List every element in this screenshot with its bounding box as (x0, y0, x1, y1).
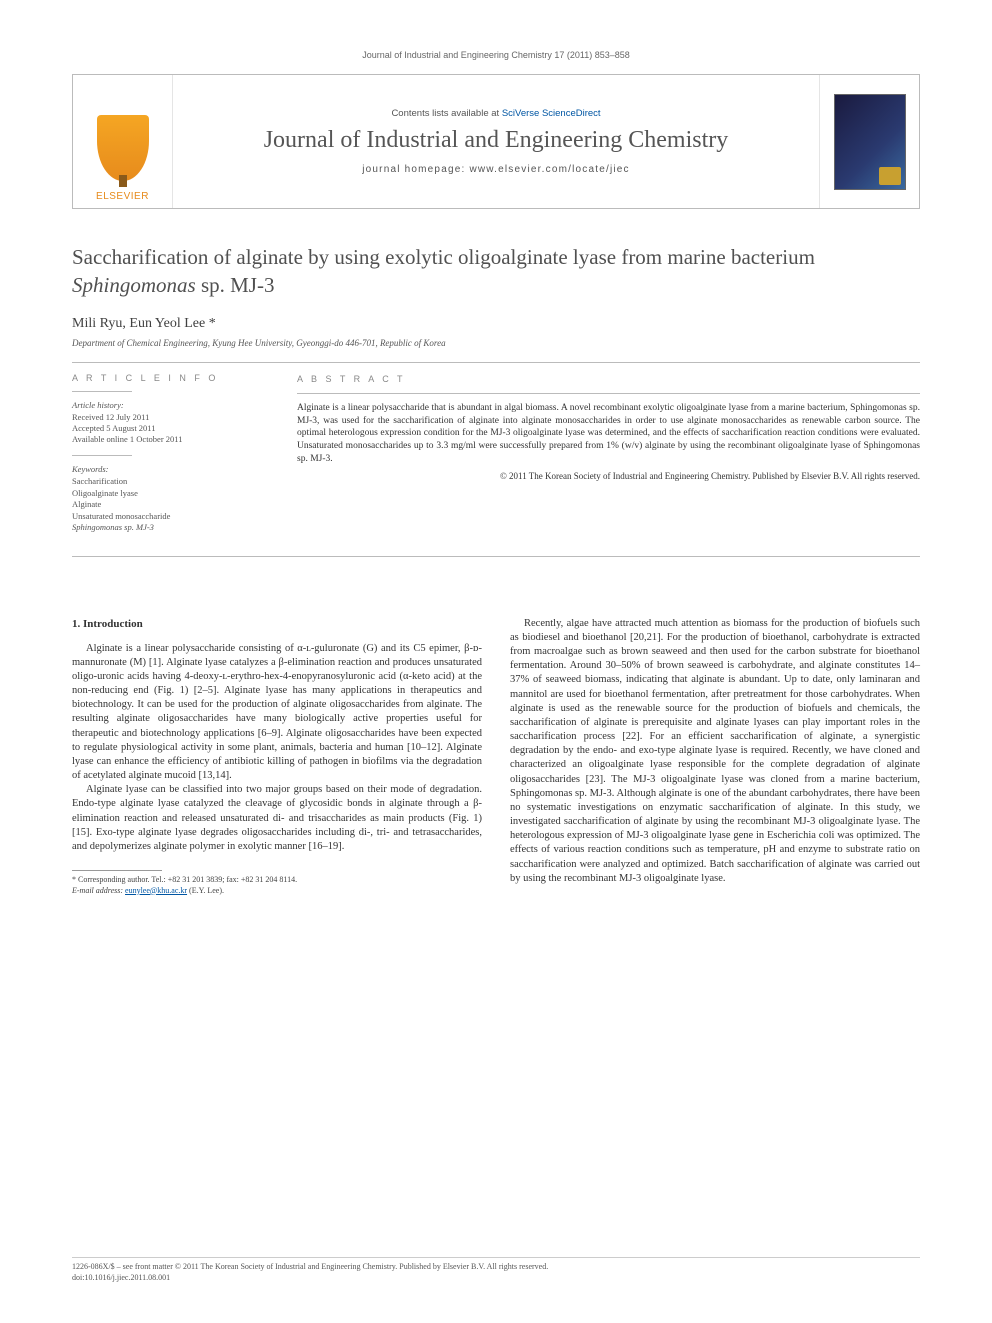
title-part1: Saccharification of alginate by using ex… (72, 245, 815, 269)
title-part2: sp. MJ-3 (196, 273, 275, 297)
short-divider (72, 391, 132, 392)
masthead: ELSEVIER Contents lists available at Sci… (72, 74, 920, 209)
keyword: Alginate (72, 499, 267, 510)
corr-email-line: E-mail address: eunylee@khu.ac.kr (E.Y. … (72, 886, 482, 896)
contents-prefix: Contents lists available at (391, 108, 501, 119)
paragraph: Alginate lyase can be classified into tw… (72, 783, 482, 854)
divider (297, 393, 920, 394)
article-info-head: A R T I C L E I N F O (72, 373, 267, 383)
keyword: Oligoalginate lyase (72, 488, 267, 499)
paragraph: Alginate is a linear polysaccharide cons… (72, 642, 482, 784)
footnote-separator (72, 870, 162, 871)
author-list: Mili Ryu, Eun Yeol Lee * (72, 316, 920, 332)
keywords-label: Keywords: (72, 464, 267, 475)
footer-doi: doi:10.1016/j.jiec.2011.08.001 (72, 1273, 920, 1283)
paragraph: Recently, algae have attracted much atte… (510, 617, 920, 886)
publisher-name: ELSEVIER (96, 191, 149, 202)
masthead-center: Contents lists available at SciVerse Sci… (173, 75, 819, 208)
sciencedirect-link[interactable]: SciVerse ScienceDirect (502, 108, 601, 119)
abstract-copyright: © 2011 The Korean Society of Industrial … (297, 470, 920, 482)
abstract-column: A B S T R A C T Alginate is a linear pol… (297, 373, 920, 544)
email-label: E-mail address: (72, 886, 123, 895)
elsevier-tree-icon (97, 115, 149, 181)
body-two-column: 1. Introduction Alginate is a linear pol… (72, 617, 920, 896)
article-title: Saccharification of alginate by using ex… (72, 243, 920, 300)
abstract-head: A B S T R A C T (297, 373, 920, 385)
online-date: Available online 1 October 2011 (72, 434, 267, 445)
divider (72, 556, 920, 557)
keyword: Unsaturated monosaccharide (72, 511, 267, 522)
journal-cover-thumbnail (834, 94, 906, 190)
abstract-text: Alginate is a linear polysaccharide that… (297, 402, 920, 466)
accepted-date: Accepted 5 August 2011 (72, 423, 267, 434)
article-history: Article history: Received 12 July 2011 A… (72, 400, 267, 445)
keyword: Saccharification (72, 476, 267, 487)
short-divider (72, 455, 132, 456)
keywords-block: Keywords: Saccharification Oligoalginate… (72, 464, 267, 534)
homepage-url: www.elsevier.com/locate/jiec (469, 164, 629, 175)
section-heading-intro: 1. Introduction (72, 617, 482, 632)
publisher-logo-box: ELSEVIER (73, 75, 173, 208)
info-abstract-row: A R T I C L E I N F O Article history: R… (72, 363, 920, 556)
history-label: Article history: (72, 400, 267, 411)
corr-email-link[interactable]: eunylee@khu.ac.kr (125, 886, 187, 895)
journal-cover-box (819, 75, 919, 208)
email-suffix: (E.Y. Lee). (187, 886, 224, 895)
journal-homepage-line: journal homepage: www.elsevier.com/locat… (362, 164, 630, 175)
title-species: Sphingomonas (72, 273, 196, 297)
article-info-column: A R T I C L E I N F O Article history: R… (72, 373, 267, 544)
received-date: Received 12 July 2011 (72, 412, 267, 423)
page-footer: 1226-086X/$ – see front matter © 2011 Th… (72, 1257, 920, 1283)
keyword: Sphingomonas sp. MJ-3 (72, 522, 267, 533)
contents-available-line: Contents lists available at SciVerse Sci… (391, 108, 600, 119)
affiliation: Department of Chemical Engineering, Kyun… (72, 338, 920, 348)
corr-author-line: * Corresponding author. Tel.: +82 31 201… (72, 875, 482, 885)
journal-name: Journal of Industrial and Engineering Ch… (264, 127, 729, 154)
homepage-prefix: journal homepage: (362, 164, 469, 175)
footer-copyright: 1226-086X/$ – see front matter © 2011 Th… (72, 1262, 920, 1272)
corresponding-author-footnote: * Corresponding author. Tel.: +82 31 201… (72, 875, 482, 896)
running-header: Journal of Industrial and Engineering Ch… (72, 50, 920, 60)
